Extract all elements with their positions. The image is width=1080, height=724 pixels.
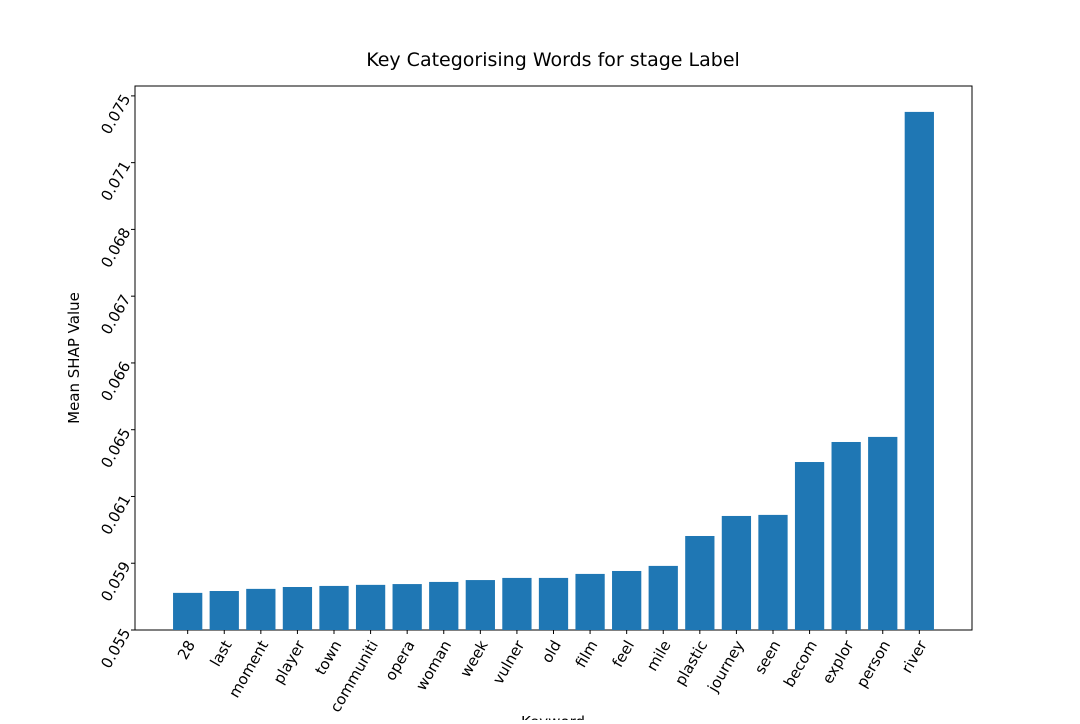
- bar: [355, 584, 386, 630]
- x-tick-label: 28: [174, 637, 199, 663]
- x-tick-label: opera: [381, 637, 418, 683]
- bar: [648, 565, 678, 630]
- y-tick-label: 0.061: [97, 492, 134, 538]
- x-tick-label: film: [572, 637, 602, 670]
- x-tick-label: river: [898, 637, 931, 677]
- bar: [173, 592, 203, 630]
- bar: [685, 535, 715, 630]
- y-tick-label: 0.066: [97, 358, 134, 404]
- bar: [575, 573, 605, 630]
- x-axis-label: Keyword: [521, 713, 585, 720]
- bar: [904, 111, 934, 630]
- x-tick-label: week: [456, 637, 491, 680]
- y-tick-label: 0.075: [97, 91, 134, 137]
- x-tick-label: old: [538, 637, 565, 666]
- y-tick-label: 0.067: [97, 291, 134, 337]
- bar: [465, 580, 495, 630]
- bar: [319, 585, 349, 630]
- bar: [721, 515, 752, 630]
- x-tick-label: person: [853, 637, 894, 691]
- x-tick-label: seen: [751, 637, 784, 677]
- bar: [538, 577, 569, 630]
- x-tick-label: mile: [643, 637, 675, 674]
- x-tick-label: woman: [412, 637, 455, 693]
- y-tick-label: 0.059: [97, 558, 134, 604]
- chart-title: Key Categorising Words for stage Label: [366, 49, 740, 71]
- x-tick-label: becom: [780, 637, 821, 690]
- bar: [429, 581, 459, 630]
- bar: [612, 570, 642, 630]
- x-tick-label: last: [207, 637, 236, 670]
- y-axis-label: Mean SHAP Value: [65, 292, 83, 424]
- bar: [282, 587, 313, 630]
- x-tick-label: vulner: [489, 637, 529, 688]
- bar: [502, 577, 532, 630]
- bar: [794, 462, 825, 630]
- x-tick-label: plastic: [671, 637, 711, 688]
- y-tick-label: 0.068: [97, 225, 134, 271]
- bar: [392, 584, 422, 630]
- x-tick-label: explor: [818, 637, 857, 687]
- x-tick-label: feel: [608, 637, 638, 670]
- x-tick-label: town: [311, 637, 345, 678]
- bar: [831, 441, 861, 630]
- y-tick-label: 0.071: [97, 158, 134, 204]
- x-tick-label: player: [270, 637, 310, 688]
- bar: [868, 436, 898, 630]
- y-tick-label: 0.055: [97, 625, 134, 671]
- bar: [758, 514, 788, 630]
- y-tick-label: 0.065: [97, 425, 134, 471]
- bar: [209, 591, 239, 630]
- bar: [246, 588, 276, 630]
